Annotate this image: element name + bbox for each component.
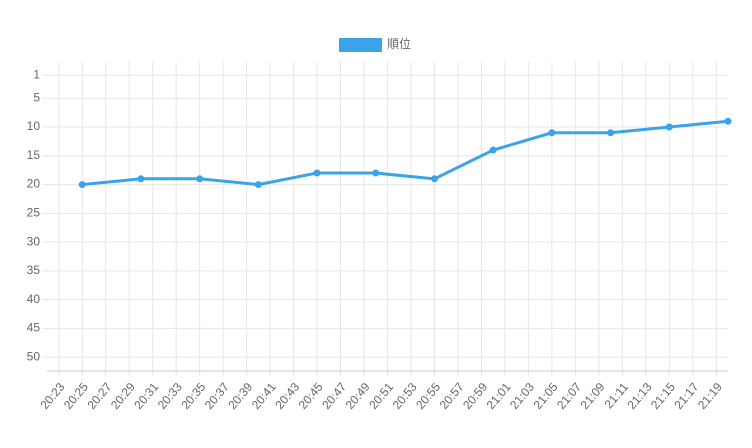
point [489, 146, 497, 154]
y-tick-label: 40 [27, 292, 41, 306]
y-tick-label: 45 [27, 321, 41, 335]
y-tick-label: 1 [33, 67, 40, 81]
point [137, 175, 145, 183]
y-tick-label: 30 [27, 234, 41, 248]
x-tick-label: 20:53 [390, 380, 420, 412]
x-tick-label: 21:13 [625, 380, 655, 412]
x-tick-label: 20:45 [296, 380, 326, 412]
y-tick-label: 35 [27, 263, 41, 277]
y-tick-label: 15 [27, 148, 41, 162]
point [196, 175, 204, 183]
x-tick-label: 20:55 [413, 380, 443, 412]
point [430, 175, 438, 183]
point [607, 129, 615, 137]
y-tick-label: 50 [27, 349, 41, 363]
x-tick-label: 21:15 [648, 380, 678, 412]
y-tick-label: 25 [27, 206, 41, 220]
x-tick-label: 20:35 [178, 380, 208, 412]
x-tick-label: 20:51 [366, 380, 396, 412]
x-tick-label: 20:37 [202, 380, 232, 412]
x-tick-label: 20:27 [84, 380, 114, 412]
point [724, 117, 732, 125]
x-tick-label: 21:05 [531, 380, 561, 412]
x-tick-label: 21:11 [602, 380, 632, 412]
point [548, 129, 556, 137]
line [82, 119, 729, 187]
x-tick-label: 20:39 [225, 380, 255, 412]
x-tick-label: 21:01 [484, 380, 514, 412]
x-tick-label: 20:29 [108, 380, 138, 412]
x-tick-label: 21:19 [695, 380, 725, 412]
x-tick-label: 21:17 [671, 380, 701, 412]
x-tick-label: 21:09 [578, 380, 608, 412]
x-tick-label: 20:47 [319, 380, 349, 412]
y-tick-label: 10 [27, 119, 41, 133]
x-tick-label: 20:43 [272, 380, 302, 412]
point [665, 123, 673, 131]
legend-swatch [339, 38, 382, 52]
x-tick-label: 20:31 [131, 380, 161, 412]
point [372, 169, 380, 177]
y-tick-label: 5 [33, 90, 40, 104]
x-tick-label: 20:23 [37, 380, 67, 412]
x-tick-label: 21:03 [507, 380, 537, 412]
x-tick-label: 20:41 [249, 380, 279, 412]
y-tick-label: 20 [27, 177, 41, 191]
x-tick-label: 20:33 [155, 380, 185, 412]
point [313, 169, 321, 177]
x-tick-label: 20:57 [437, 380, 467, 412]
x-tick-label: 21:07 [554, 380, 584, 412]
legend-label: 順位 [387, 36, 411, 51]
point [254, 181, 262, 189]
x-tick-label: 20:25 [61, 380, 91, 412]
x-tick-label: 20:59 [460, 380, 490, 412]
x-tick-label: 20:49 [343, 380, 373, 412]
point [78, 181, 86, 189]
